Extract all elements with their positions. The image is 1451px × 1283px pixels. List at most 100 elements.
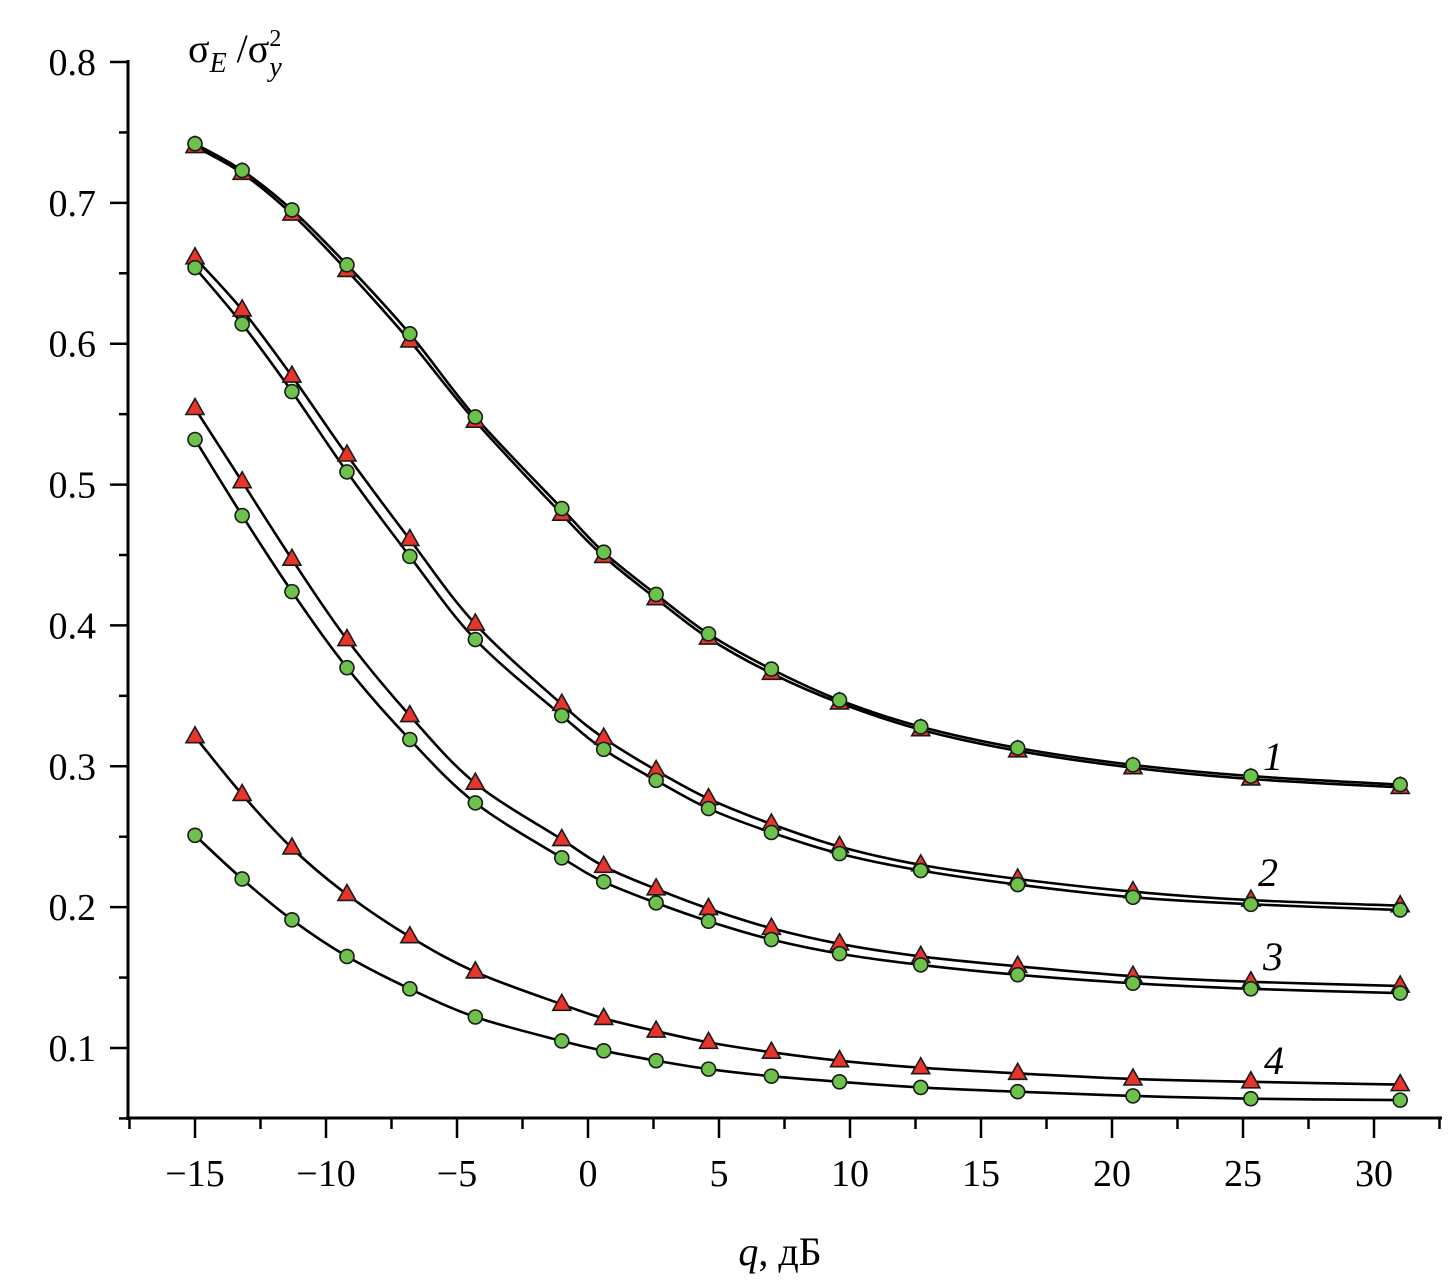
circle-marker [467,631,484,648]
circle-marker [1392,1092,1408,1108]
y-tick-label: 0.4 [49,605,97,647]
triangle-marker [1389,1072,1411,1092]
y-tick-label: 0.7 [49,183,97,225]
circle-marker [763,661,780,677]
y-title-sub-y: y [266,52,282,83]
circle-marker [831,1074,848,1090]
circle-marker [1009,876,1026,893]
triangle-marker [399,703,421,723]
circle-marker [402,548,418,565]
x-title-unit: , дБ [758,1229,821,1274]
circle-marker [831,945,848,962]
x-tick-label: 25 [1224,1153,1262,1195]
triangle-marker [231,782,253,802]
circle-marker [187,135,203,152]
circle-marker [234,316,250,332]
circle-marker [700,913,717,930]
circle-marker [700,1061,717,1077]
circle-marker [339,659,355,676]
curve-1-triangles [194,145,1401,789]
triangle-marker [829,1049,850,1068]
x-tick-label: −5 [437,1153,477,1195]
triangle-marker [464,960,486,979]
x-tick-label: 10 [831,1153,869,1195]
y-title-slash: /σ [227,26,270,71]
y-tick-label: 0.1 [49,1028,97,1070]
circle-marker [402,731,418,748]
triangle-marker [761,1040,782,1060]
circle-marker [648,1052,664,1069]
y-title-sub-e: E [209,48,227,79]
circle-marker [595,544,612,560]
circle-marker [187,827,203,844]
y-title-sigma: σ [188,26,210,71]
circle-marker [648,772,664,789]
circle-marker [595,1043,612,1059]
circle-marker [1392,985,1408,1001]
circle-marker [912,957,929,973]
circle-marker [284,202,300,218]
circle-marker [595,741,612,758]
circle-marker [648,586,664,603]
circle-marker [187,431,203,448]
curve-label-4: 4 [1264,1038,1284,1083]
circle-marker [553,500,570,517]
circle-marker [284,912,300,928]
circle-marker [595,873,612,890]
circle-marker [1243,981,1259,997]
triangle-marker [593,1006,615,1026]
x-tick-label: 5 [710,1153,729,1195]
circle-marker [912,862,929,879]
triangle-marker [281,547,303,567]
triangle-marker [1122,1067,1144,1086]
curve-1-circles [194,142,1401,786]
circle-marker [234,507,250,524]
circle-marker [284,583,300,600]
circle-marker [1243,1090,1259,1107]
triangle-marker [336,882,358,902]
circle-marker [763,931,780,948]
circle-marker [553,1033,570,1049]
circle-marker [1243,896,1259,913]
triangle-marker [336,627,358,647]
circle-marker [1009,966,1026,983]
y-tick-label: 0.3 [49,746,97,788]
circle-marker [339,948,355,965]
curve-label-2: 2 [1258,850,1278,895]
x-ticks: −15 −10 −5 0 5 10 15 20 25 30 [128,1118,1441,1195]
triangle-marker [399,527,421,547]
circle-marker [912,1079,929,1096]
triangle-marker [464,612,486,631]
circle-marker [187,259,203,276]
circle-marker [553,707,570,724]
y-tick-label: 0.5 [49,465,97,507]
circle-marker [1392,902,1408,918]
circle-marker [1009,1083,1026,1100]
circle-marker [467,795,484,811]
curve-4-circles [194,834,1401,1102]
circle-marker [234,871,250,887]
x-title-var: q [738,1229,758,1274]
curve-label-1: 1 [1263,734,1283,779]
y-axis-title: σE /σ2 y [188,26,282,83]
circle-marker [1009,740,1026,756]
circle-marker [284,383,300,400]
circle-marker [763,1068,780,1084]
triangle-marker [910,1056,932,1075]
circle-marker [467,409,484,425]
y-tick-label: 0.6 [49,324,97,366]
circle-marker [912,719,929,735]
axes [126,60,1442,1120]
circle-marker [763,824,780,841]
circle-marker [467,1009,484,1025]
y-tick-label: 0.8 [49,42,97,84]
triangle-marker [645,1019,667,1038]
triangle-marker [698,1030,719,1050]
triangle-marker [645,877,667,896]
y-ticks: 0.1 0.2 0.3 0.4 0.5 0.6 0.7 0.8 [49,42,128,1120]
triangle-marker [231,470,253,489]
triangle-marker [184,396,206,416]
triangle-marker [593,854,615,874]
circle-marker [648,895,664,911]
